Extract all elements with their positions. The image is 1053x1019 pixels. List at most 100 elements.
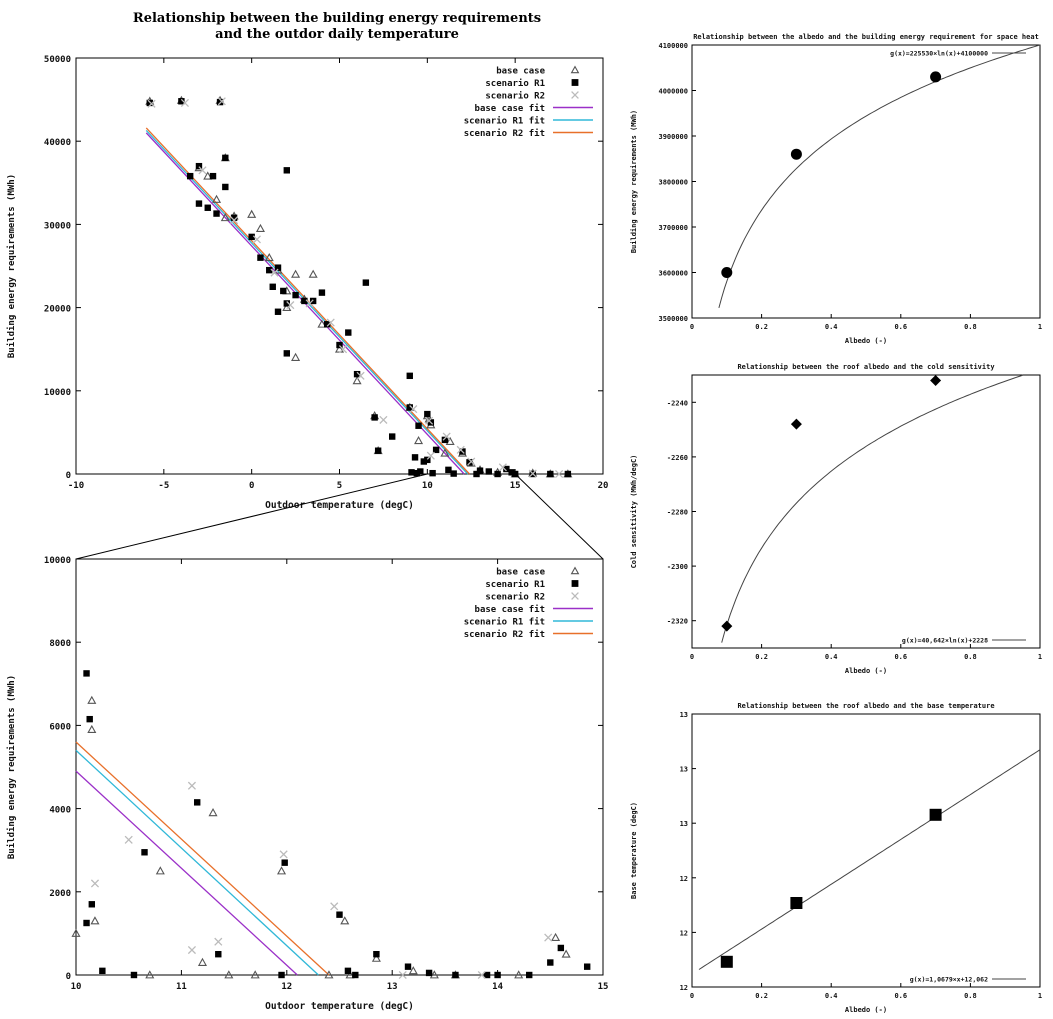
y-tick-label: 13 [680, 820, 688, 828]
legend-marker [571, 592, 579, 600]
y-axis-label: Base temperature (degC) [630, 802, 638, 899]
data-point-cross [187, 781, 196, 790]
fit-curve [718, 44, 1041, 309]
data-point-square [215, 951, 222, 958]
y-tick-label: 0 [66, 972, 71, 982]
plot-frame [75, 558, 604, 976]
data-point-triangle [145, 970, 155, 979]
data-point-square [209, 172, 217, 180]
x-tick-label: -10 [68, 481, 84, 491]
data-point-cross [252, 235, 261, 244]
data-point-square [266, 266, 273, 274]
data-point-square [230, 214, 238, 221]
data-point-square [352, 971, 359, 979]
data-point-square [309, 297, 317, 305]
data-point-diamond [721, 620, 733, 632]
data-point-square [374, 447, 382, 454]
y-tick-label: 13 [680, 766, 688, 774]
x-tick-label: 0 [690, 653, 694, 661]
data-point-square [336, 341, 343, 349]
data-point-square [483, 971, 491, 979]
data-point-triangle [87, 695, 97, 704]
data-point-cross [217, 97, 226, 106]
data-point-square [445, 466, 452, 474]
data-point-square [406, 372, 413, 380]
data-point-square [411, 454, 419, 461]
data-point-circle [790, 148, 802, 160]
data-point-cross [544, 933, 553, 942]
data-point-circle [721, 267, 733, 278]
data-point-square [417, 468, 424, 475]
x-tick-label: 0.6 [894, 323, 907, 331]
data-point-cross [398, 970, 407, 980]
x-axis-label: Outdoor temperature (degC) [265, 1001, 414, 1012]
y-axis-label: Building energy requirements (MWh) [630, 110, 638, 253]
x-tick-label: 0.4 [825, 653, 838, 661]
data-point-square [283, 167, 290, 174]
data-point-triangle [208, 808, 218, 817]
data-point-triangle [87, 724, 97, 733]
data-point-square [274, 308, 282, 315]
legend-entry: g(x)=225530×ln(x)+4100000 [890, 50, 988, 58]
data-point-square [450, 470, 457, 477]
data-point-square [222, 183, 229, 191]
fit-curve [698, 749, 1041, 970]
data-point-cross [555, 469, 564, 479]
data-point-square [404, 963, 412, 970]
x-axis-label: Albedo (-) [845, 1006, 887, 1014]
data-point-circle [930, 71, 942, 83]
data-point-triangle [514, 970, 524, 979]
data-point-square [547, 959, 554, 966]
data-point-square [292, 291, 299, 299]
data-point-square [494, 971, 501, 979]
data-point-cross [198, 166, 207, 175]
data-point-square [432, 446, 440, 454]
data-point-cross [356, 371, 365, 380]
y-tick-label: -2320 [667, 618, 688, 626]
plot-frame [691, 374, 1041, 649]
legend-entry: scenario R1 [485, 78, 545, 89]
data-point-square [278, 971, 285, 979]
data-point-square [195, 200, 203, 207]
data-point-square [345, 329, 352, 336]
data-point-cross [379, 415, 388, 424]
data-point-square [583, 963, 591, 970]
data-point-square [324, 321, 331, 328]
legend-entry: base case [496, 568, 545, 578]
y-tick-label: -2260 [667, 454, 688, 462]
chart-zoom: 10 11 12 13 14 15 0 2000 4000 6000 8000 10000 Outdoo… [6, 556, 608, 1012]
data-point-square [790, 897, 803, 909]
x-tick-label: 10 [422, 481, 433, 491]
main-title-line2: and the outdor daily temperature [215, 27, 459, 42]
legend-entry: scenario R1 [485, 579, 545, 590]
data-point-square [413, 469, 420, 477]
data-point-cross [498, 463, 507, 472]
data-point-triangle [247, 209, 257, 218]
data-point-square [141, 849, 148, 856]
data-point-triangle [340, 916, 350, 925]
data-point-square [88, 901, 96, 908]
data-point-triangle [211, 194, 222, 203]
data-point-cross [180, 98, 189, 107]
data-point-cross [477, 970, 486, 980]
x-tick-label: 0.2 [755, 323, 768, 331]
x-tick-label: 5 [337, 481, 342, 491]
data-point-square [362, 279, 370, 286]
data-point-square [441, 436, 449, 444]
legend-marker [570, 65, 580, 74]
data-point-square [371, 414, 378, 421]
data-point-square [204, 204, 211, 211]
data-point-square [178, 98, 185, 105]
data-point-cross [442, 432, 451, 441]
y-tick-label: 8000 [49, 639, 71, 649]
fit-curve [721, 374, 1024, 643]
data-point-square [408, 469, 415, 476]
zoom-connector-lines [75, 473, 604, 560]
x-tick-label: 12 [281, 982, 292, 992]
data-point-square [564, 470, 572, 478]
plot-frame [691, 44, 1041, 319]
y-tick-label: 3900000 [658, 133, 688, 141]
legend-marker [571, 580, 579, 587]
y-tick-label: 12 [680, 984, 688, 992]
